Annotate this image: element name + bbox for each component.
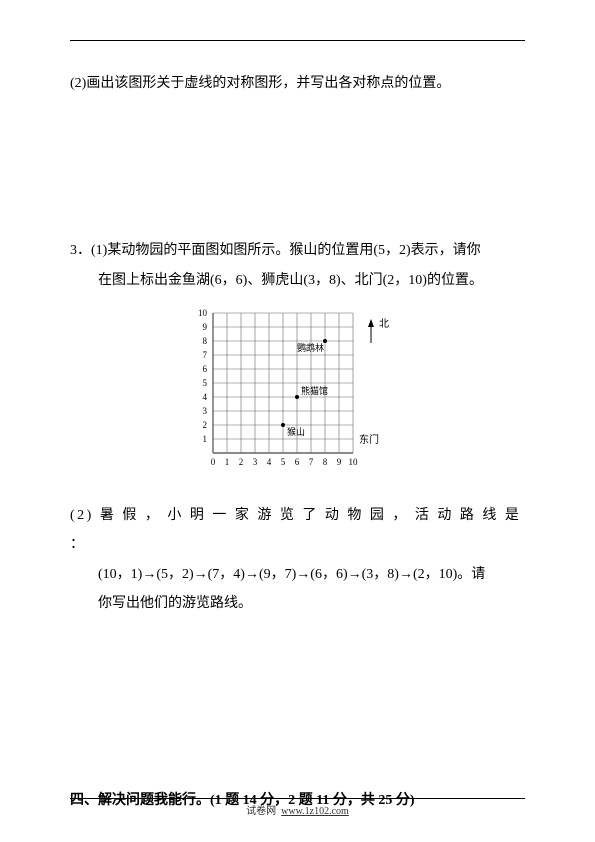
svg-text:1: 1 — [224, 457, 229, 467]
question-3-2: (2) 暑 假 ， 小 明 一 家 游 览 了 动 物 园 ， 活 动 路 线 … — [70, 501, 525, 619]
zoo-grid-svg: 01234567891012345678910北东门猴山熊猫馆鹦鹉林 — [183, 303, 413, 478]
svg-text:10: 10 — [198, 308, 208, 318]
svg-text:6: 6 — [294, 457, 299, 467]
footer-url: www.1z102.com — [281, 806, 349, 817]
svg-text:5: 5 — [280, 457, 285, 467]
svg-text:2: 2 — [238, 457, 243, 467]
q3-line2: 在图上标出金鱼湖(6，6)、狮虎山(3，8)、北门(2，10)的位置。 — [70, 266, 525, 295]
q3b-line3: 你写出他们的游览路线。 — [70, 589, 525, 618]
svg-text:2: 2 — [202, 420, 207, 430]
svg-text:7: 7 — [308, 457, 313, 467]
svg-text:猴山: 猴山 — [287, 426, 305, 437]
svg-text:9: 9 — [202, 322, 207, 332]
svg-text:6: 6 — [202, 364, 207, 374]
svg-text:熊猫馆: 熊猫馆 — [301, 385, 328, 396]
svg-text:东门: 东门 — [359, 433, 379, 446]
zoo-grid-figure: 01234567891012345678910北东门猴山熊猫馆鹦鹉林 — [70, 303, 525, 483]
footer-site: 试卷网 — [246, 806, 276, 817]
q3-line1: 3．(1)某动物园的平面图如图所示。猴山的位置用(5，2)表示，请你 — [70, 236, 525, 265]
svg-text:8: 8 — [322, 457, 327, 467]
question-3-1: 3．(1)某动物园的平面图如图所示。猴山的位置用(5，2)表示，请你 在图上标出… — [70, 236, 525, 295]
svg-text:7: 7 — [202, 350, 207, 360]
q3b-line2: (10，1)→(5，2)→(7，4)→(9，7)→(6，6)→(3，8)→(2，… — [70, 560, 525, 589]
footer: 试卷网 www.1z102.com — [70, 798, 525, 817]
svg-text:10: 10 — [348, 457, 358, 467]
question-2: (2)画出该图形关于虚线的对称图形，并写出各对称点的位置。 — [70, 71, 525, 96]
svg-text:4: 4 — [266, 457, 271, 467]
svg-text:5: 5 — [202, 378, 207, 388]
svg-text:8: 8 — [202, 336, 207, 346]
svg-text:3: 3 — [252, 457, 257, 467]
top-rule — [70, 40, 525, 41]
svg-text:鹦鹉林: 鹦鹉林 — [297, 342, 324, 353]
svg-text:北: 北 — [379, 318, 389, 330]
svg-text:1: 1 — [202, 434, 207, 444]
q3b-line1: (2) 暑 假 ， 小 明 一 家 游 览 了 动 物 园 ， 活 动 路 线 … — [70, 501, 525, 560]
svg-text:0: 0 — [210, 457, 215, 467]
svg-text:9: 9 — [336, 457, 341, 467]
svg-text:3: 3 — [202, 406, 207, 416]
svg-text:4: 4 — [202, 392, 207, 402]
